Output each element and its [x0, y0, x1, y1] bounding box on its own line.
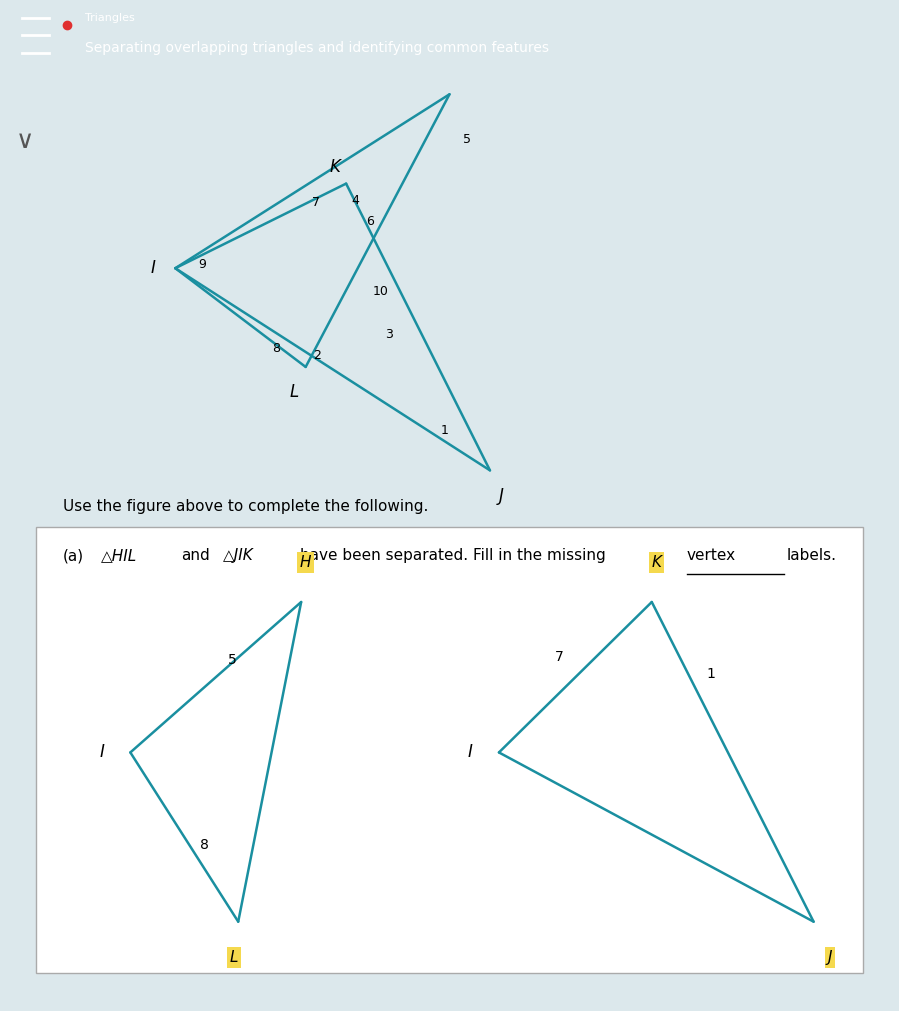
Text: K: K — [330, 158, 341, 176]
Text: and: and — [182, 548, 210, 563]
Text: J: J — [499, 486, 504, 504]
Text: 9: 9 — [199, 258, 207, 271]
Text: 2: 2 — [313, 349, 321, 362]
Text: Triangles: Triangles — [85, 13, 135, 22]
Text: K: K — [651, 555, 662, 570]
Text: vertex: vertex — [687, 548, 736, 563]
Text: 7: 7 — [312, 196, 320, 209]
Text: Separating overlapping triangles and identifying common features: Separating overlapping triangles and ide… — [85, 41, 549, 55]
Text: L: L — [289, 383, 298, 401]
Text: ∨: ∨ — [16, 129, 34, 154]
Text: 3: 3 — [385, 328, 393, 341]
Text: Use the figure above to complete the following.: Use the figure above to complete the fol… — [63, 498, 428, 514]
Text: 10: 10 — [373, 285, 389, 298]
Text: J: J — [827, 950, 832, 964]
Text: 8: 8 — [272, 342, 280, 355]
Text: H: H — [300, 555, 311, 570]
Text: I: I — [467, 743, 473, 761]
FancyBboxPatch shape — [36, 527, 863, 974]
Text: 7: 7 — [555, 649, 564, 663]
Text: (a): (a) — [63, 548, 84, 563]
Text: 1: 1 — [441, 425, 449, 438]
Text: have been separated. Fill in the missing: have been separated. Fill in the missing — [300, 548, 606, 563]
Text: 4: 4 — [352, 194, 360, 207]
Text: 1: 1 — [707, 667, 716, 681]
Text: △HIL: △HIL — [101, 548, 137, 563]
Text: I: I — [150, 259, 156, 277]
Text: I: I — [99, 743, 104, 761]
Text: L: L — [229, 950, 238, 964]
Text: 5: 5 — [227, 653, 236, 667]
Text: 6: 6 — [366, 214, 374, 227]
Text: △JIK: △JIK — [223, 548, 254, 563]
Text: 5: 5 — [463, 132, 471, 146]
Text: labels.: labels. — [787, 548, 837, 563]
Text: 8: 8 — [200, 837, 209, 851]
